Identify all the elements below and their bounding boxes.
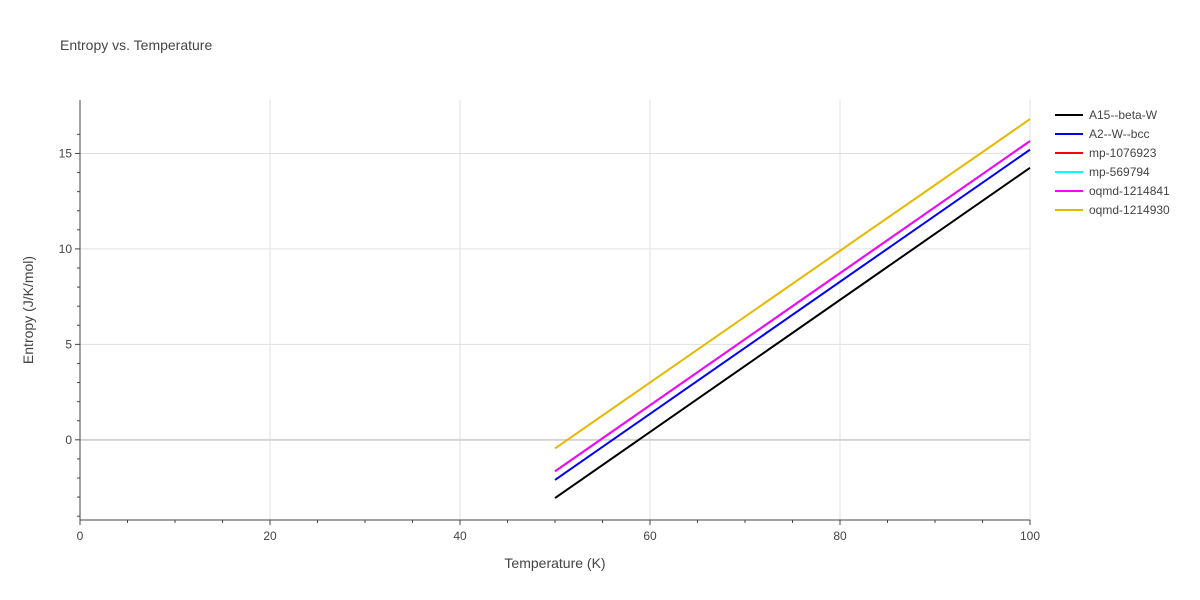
legend: A15--beta-W A2--W--bcc mp-1076923 mp-569794… [1055, 108, 1170, 217]
series-lines [554, 118, 1031, 499]
series-line [554, 166, 1031, 499]
y-tick-label: 5 [65, 337, 72, 351]
legend-label: A2--W--bcc [1089, 127, 1149, 141]
legend-label: mp-569794 [1089, 165, 1150, 179]
axes [79, 100, 1030, 521]
x-tick-label: 40 [453, 529, 467, 543]
y-tick-label: 10 [59, 242, 73, 256]
chart-title: Entropy vs. Temperature [60, 37, 212, 53]
y-tick-label: 0 [65, 433, 72, 447]
series-line [554, 148, 1031, 481]
x-tick-label: 100 [1020, 529, 1040, 543]
legend-label: oqmd-1214841 [1089, 184, 1170, 198]
series-line [554, 140, 1031, 473]
legend-label: A15--beta-W [1089, 108, 1158, 122]
x-tick-label: 80 [833, 529, 847, 543]
x-axis-title: Temperature (K) [504, 555, 605, 571]
legend-label: oqmd-1214930 [1089, 203, 1170, 217]
y-tick-label: 15 [59, 146, 73, 160]
series-line [554, 118, 1031, 450]
x-tick-label: 0 [77, 529, 84, 543]
x-tick-label: 20 [263, 529, 277, 543]
y-axis-ticks: 0 5 10 15 [59, 133, 80, 517]
grid-lines [80, 100, 1031, 520]
y-axis-title: Entropy (J/K/mol) [20, 256, 36, 364]
x-axis-ticks: 0 20 40 60 80 100 [77, 520, 1040, 543]
x-tick-label: 60 [643, 529, 657, 543]
legend-label: mp-1076923 [1089, 146, 1157, 160]
